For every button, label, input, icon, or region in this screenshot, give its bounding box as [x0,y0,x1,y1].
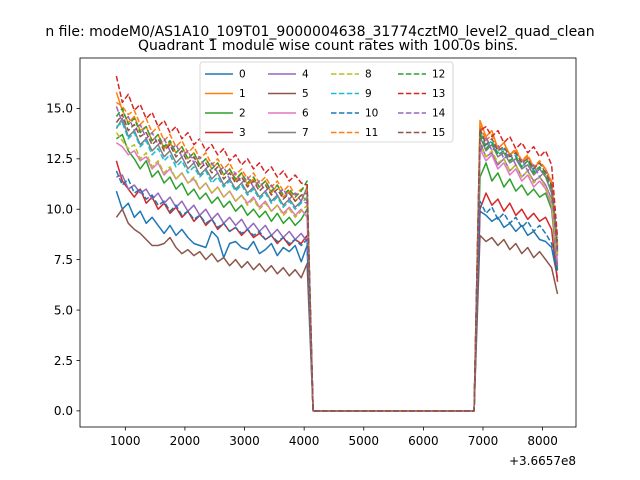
legend-label-3: 3 [239,127,246,139]
y-tick-label: 2.5 [54,354,73,368]
y-tick-label: 5.0 [54,303,73,317]
x-offset-label: +3.6657e8 [509,454,576,468]
legend-label-13: 13 [432,88,445,100]
series-line-11 [115,101,559,412]
x-tick-label: 8000 [527,434,558,448]
legend-label-2: 2 [239,108,246,120]
series-line-10 [115,170,559,412]
y-tick-label: 15.0 [46,102,73,116]
y-tick-label: 0.0 [54,404,73,418]
plot-area [79,57,577,428]
series-line-6 [115,142,559,412]
x-tick-label: 2000 [170,434,201,448]
series-line-5 [115,208,559,412]
series-line-9 [115,121,559,412]
chart-title: Quadrant 1 module wise count rates with … [138,38,518,54]
series-layer [115,75,559,412]
legend-label-9: 9 [365,88,372,100]
series-line-14 [115,106,559,412]
legend-label-8: 8 [365,69,372,81]
series-line-12 [115,107,559,412]
legend-label-5: 5 [302,88,309,100]
x-tick-label: 1000 [110,434,141,448]
legend-frame [199,61,454,143]
x-tick-label: 3000 [229,434,260,448]
x-tick-label: 7000 [468,434,499,448]
x-tick-label: 6000 [408,434,439,448]
series-line-8 [115,132,559,412]
y-tick-label: 12.5 [46,152,73,166]
legend-label-1: 1 [239,88,246,100]
legend-label-7: 7 [302,127,309,139]
figure-suptitle: n file: modeM0/AS1A10_109T01_9000004638_… [45,24,594,40]
y-tick-label: 10.0 [46,203,73,217]
legend-label-15: 15 [432,127,445,139]
legend-label-12: 12 [432,69,445,81]
axis-layer: 1000 2000 3000 4000 5000 6000 7000 8000 0.0 2.5 5.… [46,102,558,448]
legend-label-4: 4 [302,69,309,81]
x-tick-label: 4000 [289,434,320,448]
legend-label-10: 10 [365,108,378,120]
series-line-2 [115,133,559,412]
series-line-0 [115,190,559,412]
series-line-7 [115,117,559,412]
series-line-13 [115,75,559,412]
y-tick-label: 7.5 [54,253,73,267]
legend-label-11: 11 [365,127,378,139]
legend-label-0: 0 [239,69,246,81]
legend-label-6: 6 [302,108,309,120]
series-line-15 [115,113,559,412]
series-line-3 [115,160,559,412]
legend-label-14: 14 [432,108,446,120]
x-tick-label: 5000 [348,434,379,448]
